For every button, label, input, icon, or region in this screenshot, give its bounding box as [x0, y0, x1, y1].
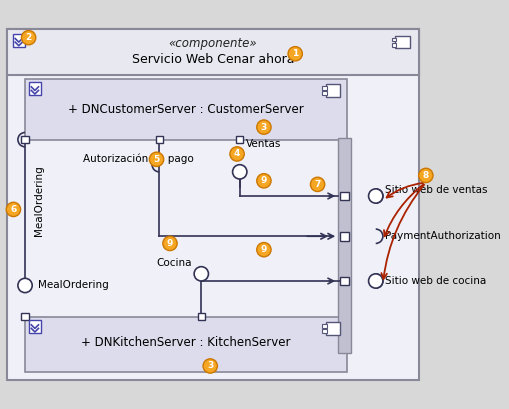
Text: 9: 9 [261, 245, 267, 254]
Text: 9: 9 [167, 239, 173, 248]
Circle shape [203, 359, 217, 373]
Circle shape [288, 47, 302, 61]
Bar [340, 276, 349, 285]
Text: Sitio web de ventas: Sitio web de ventas [385, 185, 487, 195]
Bar [21, 313, 29, 320]
Circle shape [18, 278, 32, 292]
Circle shape [21, 31, 36, 45]
Text: 9: 9 [261, 176, 267, 185]
Text: 4: 4 [234, 149, 240, 158]
Text: 1: 1 [292, 49, 298, 58]
Text: + DNCustomerServer : CustomerServer: + DNCustomerServer : CustomerServer [68, 103, 304, 116]
Bar [322, 86, 327, 90]
Circle shape [257, 243, 271, 257]
Circle shape [310, 177, 325, 191]
Bar [392, 43, 397, 47]
Bar [25, 317, 347, 372]
Text: 7: 7 [315, 180, 321, 189]
Text: 2: 2 [25, 33, 32, 42]
Text: 3: 3 [207, 362, 213, 371]
Text: 3: 3 [261, 123, 267, 132]
Bar [338, 138, 351, 353]
Bar [29, 82, 41, 95]
Bar [25, 79, 347, 139]
Text: 8: 8 [422, 171, 429, 180]
Circle shape [257, 174, 271, 188]
Bar [326, 322, 340, 335]
Bar [326, 84, 340, 97]
Bar [395, 36, 410, 48]
Text: + DNKitchenServer : KitchenServer: + DNKitchenServer : KitchenServer [81, 336, 291, 349]
Text: «componente»: «componente» [168, 36, 257, 49]
Text: Cocina: Cocina [157, 258, 192, 268]
Circle shape [230, 147, 244, 161]
Bar [236, 136, 243, 143]
Circle shape [163, 236, 177, 251]
Text: 6: 6 [10, 205, 17, 214]
Bar [340, 191, 349, 200]
Bar [322, 324, 327, 328]
Circle shape [6, 202, 20, 217]
Text: MealOrdering: MealOrdering [34, 165, 44, 236]
Circle shape [419, 168, 433, 182]
Circle shape [233, 165, 247, 179]
Text: PaymentAuthorization: PaymentAuthorization [385, 231, 500, 241]
Text: Autorización de pago: Autorización de pago [83, 154, 194, 164]
Bar [340, 232, 349, 241]
Bar [21, 136, 29, 143]
Bar [13, 34, 25, 47]
Text: Sitio web de cocina: Sitio web de cocina [385, 276, 486, 286]
Bar [392, 38, 397, 41]
Text: 5: 5 [153, 155, 160, 164]
Bar [197, 313, 205, 320]
Text: Ventas: Ventas [246, 139, 281, 149]
Text: Servicio Web Cenar ahora: Servicio Web Cenar ahora [132, 53, 294, 65]
Circle shape [194, 267, 209, 281]
Bar [7, 29, 419, 75]
Circle shape [257, 120, 271, 134]
Bar [156, 136, 163, 143]
Text: MealOrdering: MealOrdering [38, 281, 108, 290]
Bar [29, 320, 41, 333]
Circle shape [369, 189, 383, 203]
Circle shape [150, 152, 164, 166]
Bar [322, 329, 327, 333]
Circle shape [369, 274, 383, 288]
Bar [322, 91, 327, 95]
